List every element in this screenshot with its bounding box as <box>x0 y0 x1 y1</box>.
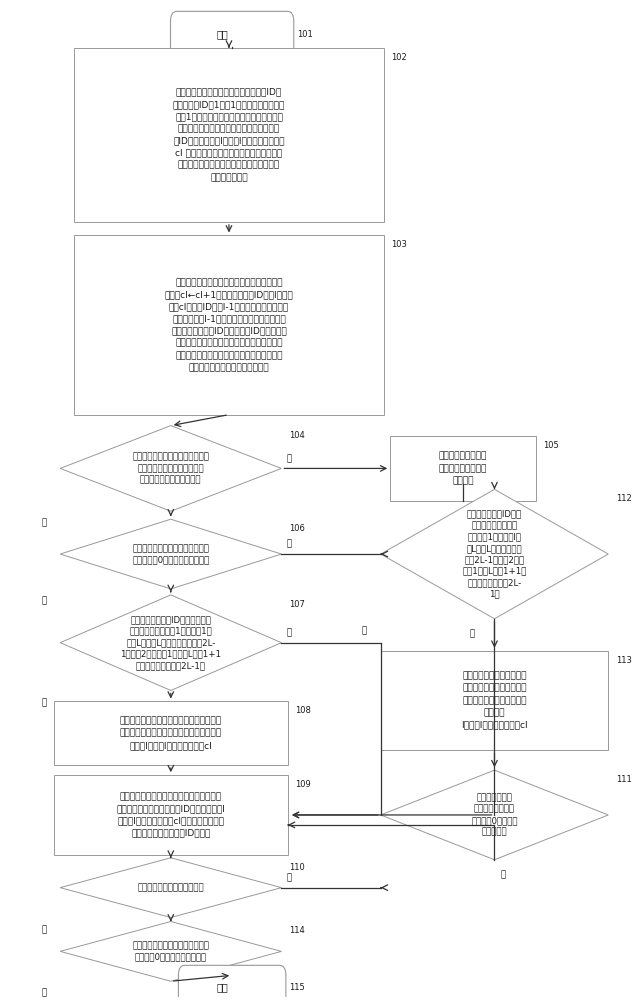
Text: 父节点向处于活跃状态的权
值最大的邻居全功能新节点
发送初始化消息，消息负载
为层数值
l以及第l层已分配最大值cl: 父节点向处于活跃状态的权 值最大的邻居全功能新节点 发送初始化消息，消息负载 为… <box>461 672 528 729</box>
Text: 是: 是 <box>41 925 47 934</box>
Text: 是: 是 <box>469 629 475 638</box>
Text: 簇首节点向父节点返回一个初始化确认消息
，消息负载为簇首节点的簇ID的最大层次值l
以及第l层已分配最大值cl，父节点根据初始
化确认中的负载更新簇ID层次表: 簇首节点向父节点返回一个初始化确认消息 ，消息负载为簇首节点的簇ID的最大层次值… <box>117 792 225 838</box>
Text: 开始: 开始 <box>217 29 229 39</box>
FancyBboxPatch shape <box>381 651 608 750</box>
Text: 106: 106 <box>289 524 305 533</box>
Text: 否: 否 <box>41 519 47 528</box>
FancyBboxPatch shape <box>171 11 294 57</box>
Text: 103: 103 <box>392 240 407 249</box>
Text: 否: 否 <box>287 873 292 882</box>
Text: 107: 107 <box>289 600 305 609</box>
Polygon shape <box>60 922 282 981</box>
FancyBboxPatch shape <box>390 436 536 501</box>
Text: 否: 否 <box>41 989 47 998</box>
FancyBboxPatch shape <box>178 965 286 1000</box>
Text: 否: 否 <box>41 698 47 707</box>
Text: 结束: 结束 <box>217 982 229 992</box>
Polygon shape <box>381 489 608 619</box>
FancyBboxPatch shape <box>74 235 384 415</box>
Text: 105: 105 <box>543 441 559 450</box>
Text: 109: 109 <box>296 780 311 789</box>
Text: 簇首节点判断是否有处于活跃状态
且权值为非0的邻居全功能新节点: 簇首节点判断是否有处于活跃状态 且权值为非0的邻居全功能新节点 <box>132 544 210 564</box>
Text: 113: 113 <box>616 656 632 665</box>
Polygon shape <box>60 595 282 690</box>
Polygon shape <box>60 519 282 589</box>
Text: 是: 是 <box>501 870 506 879</box>
Text: 判断簇首节点一跳范围内的全功能
新节点的所有邻居部分功能新
节点是否都转变为簇内节点: 判断簇首节点一跳范围内的全功能 新节点的所有邻居部分功能新 节点是否都转变为簇内… <box>132 452 209 484</box>
Text: 111: 111 <box>616 775 632 784</box>
Text: 判断父节点是否为接入路由器: 判断父节点是否为接入路由器 <box>138 883 204 892</box>
Text: 102: 102 <box>392 53 407 62</box>
Text: 判断父节点是否有处于活跃状态的
权值为非0的邻居全功能新节点: 判断父节点是否有处于活跃状态的 权值为非0的邻居全功能新节点 <box>132 941 209 962</box>
Text: 101: 101 <box>297 30 313 39</box>
Text: 115: 115 <box>289 983 304 992</box>
Text: 接入路由器将自己标记为根节点，其簇ID的
最大层数簇ID为1，第1层已分配的最大值设
置为1，然后向权值最大的邻居全功能新节点
发送初始化消息，消息负载为接入路: 接入路由器将自己标记为根节点，其簇ID的 最大层数簇ID为1，第1层已分配的最大… <box>173 88 285 182</box>
Text: 104: 104 <box>289 431 304 440</box>
Text: 否: 否 <box>287 540 292 549</box>
Polygon shape <box>60 426 282 511</box>
Text: 邻居全功能新节点收到初始化消息后，执行赋
值操作cl←cl+1，同时将自己簇ID的第l层值设
置为cl，将簇ID的前l-1层的值设置为初始化消
息源地址的前l-: 邻居全功能新节点收到初始化消息后，执行赋 值操作cl←cl+1，同时将自己簇ID… <box>164 278 294 372</box>
Polygon shape <box>60 858 282 918</box>
Text: 112: 112 <box>616 494 632 503</box>
FancyBboxPatch shape <box>54 775 288 855</box>
Text: 否: 否 <box>362 626 367 635</box>
Polygon shape <box>381 770 608 860</box>
Text: 簇首节点一跳范围内
的全功能新节点进入
休眠状态: 簇首节点一跳范围内 的全功能新节点进入 休眠状态 <box>439 452 487 485</box>
Text: 是: 是 <box>287 628 292 637</box>
Text: 110: 110 <box>289 863 304 872</box>
Text: 判断父节点的簇ID是否
满足以下两个条件之
一：条件1：所在层l等
于L且第L值已分配最大
值为2L-1；条件2：所
在层1小于L且第1+1层
的已分配最大值为: 判断父节点的簇ID是否 满足以下两个条件之 一：条件1：所在层l等 于L且第L值… <box>462 509 527 599</box>
Text: 是: 是 <box>287 454 292 463</box>
Text: 是: 是 <box>41 596 47 605</box>
Text: 簇首节点向处于活跃状态的权值最大的邻居
全功能新节点发送初始化消息，消息负载为
层数值l以及第l层已分配最大值cl: 簇首节点向处于活跃状态的权值最大的邻居 全功能新节点发送初始化消息，消息负载为 … <box>120 717 222 750</box>
Text: 108: 108 <box>296 706 311 715</box>
FancyBboxPatch shape <box>74 48 384 222</box>
Text: 判断父节点是否
有处于活跃状态的
权值为非0的邻居全
功能新节点: 判断父节点是否 有处于活跃状态的 权值为非0的邻居全 功能新节点 <box>471 793 518 837</box>
FancyBboxPatch shape <box>54 701 288 765</box>
Text: 114: 114 <box>289 926 304 935</box>
Text: 判断簇首节点的簇ID是否满足以下
两个条件之一：条件1：所在第1层
等于L，且第L值已分配最大值为2L-
1；条件2：所在第1层小于L且第1+1
层的已分配最大: 判断簇首节点的簇ID是否满足以下 两个条件之一：条件1：所在第1层 等于L，且第… <box>120 615 221 670</box>
